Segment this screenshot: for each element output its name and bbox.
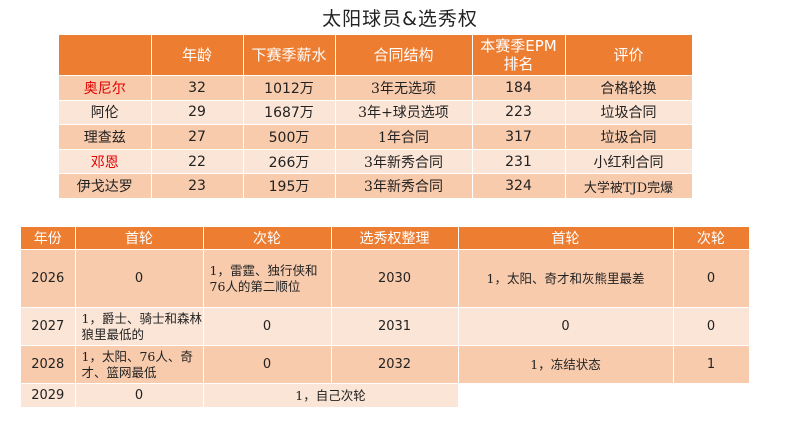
player-table: 年龄 下赛季薪水 合同结构 本赛季EPM排名 评价 奥尼尔 32 1012万 3… <box>59 35 693 198</box>
header-pick-summary: 选秀权整理 <box>331 227 459 250</box>
player-rating: 垃圾合同 <box>565 99 693 125</box>
player-salary: 195万 <box>243 173 336 198</box>
summary-year: 2032 <box>331 345 459 384</box>
player-table-header: 年龄 下赛季薪水 合同结构 本赛季EPM排名 评价 <box>59 35 693 76</box>
player-row: 伊戈达罗 23 195万 3年新秀合同 324 大学被TJD完爆 <box>59 173 693 198</box>
player-name: 理查兹 <box>59 124 152 150</box>
pick-first-round: 0 <box>75 249 204 308</box>
header-summary-first-round: 首轮 <box>458 227 674 250</box>
summary-second-round: 0 <box>673 249 750 308</box>
player-age: 27 <box>151 124 244 150</box>
pick-second-round: 1，自己次轮 <box>203 383 459 407</box>
summary-year: 2031 <box>331 307 459 346</box>
player-epm: 324 <box>472 173 566 198</box>
player-rating: 大学被TJD完爆 <box>565 173 693 198</box>
header-contract: 合同结构 <box>335 35 473 76</box>
player-age: 32 <box>151 75 244 101</box>
player-age: 23 <box>151 173 244 198</box>
pick-first-round: 1，太阳、76人、奇才、篮网最低 <box>75 345 204 384</box>
summary-first-round: 1，太阳、奇才和灰熊里最差 <box>458 249 674 308</box>
pick-second-round: 1，雷霆、独行侠和76人的第二顺位 <box>203 249 332 308</box>
player-name: 邓恩 <box>59 148 152 174</box>
player-salary: 500万 <box>243 124 336 150</box>
player-salary: 1687万 <box>243 99 336 125</box>
picks-row: 2026 0 1，雷霆、独行侠和76人的第二顺位 2030 1，太阳、奇才和灰熊… <box>21 249 750 308</box>
picks-row: 2027 1，爵士、骑士和森林狼里最低的 0 2031 0 0 <box>21 307 750 346</box>
player-name: 阿伦 <box>59 99 152 125</box>
player-name: 奥尼尔 <box>59 75 152 101</box>
player-rating: 合格轮换 <box>565 75 693 101</box>
pick-year: 2028 <box>21 345 76 384</box>
pick-second-round: 0 <box>203 307 332 346</box>
page-title: 太阳球员&选秀权 <box>322 8 478 30</box>
header-second-round: 次轮 <box>203 227 332 250</box>
header-year: 年份 <box>21 227 76 250</box>
header-epm: 本赛季EPM排名 <box>472 35 566 76</box>
player-name: 伊戈达罗 <box>59 173 152 198</box>
picks-row: 2028 1，太阳、76人、奇才、篮网最低 0 2032 1，冻结状态 1 <box>21 345 750 384</box>
player-contract: 1年合同 <box>335 124 473 150</box>
picks-table-header: 年份 首轮 次轮 选秀权整理 首轮 次轮 <box>21 227 750 250</box>
header-name <box>59 35 152 76</box>
pick-second-round: 0 <box>203 345 332 384</box>
player-epm: 231 <box>472 148 566 174</box>
header-summary-second-round: 次轮 <box>673 227 750 250</box>
player-salary: 266万 <box>243 148 336 174</box>
player-age: 29 <box>151 99 244 125</box>
summary-second-round: 0 <box>673 307 750 346</box>
summary-first-round: 0 <box>458 307 674 346</box>
player-contract: 3年新秀合同 <box>335 148 473 174</box>
player-epm: 317 <box>472 124 566 150</box>
player-rating: 垃圾合同 <box>565 124 693 150</box>
picks-row: 2029 0 1，自己次轮 <box>21 383 750 407</box>
summary-first-round: 1，冻结状态 <box>458 345 674 384</box>
player-age: 22 <box>151 148 244 174</box>
player-epm: 223 <box>472 99 566 125</box>
player-rating: 小红利合同 <box>565 148 693 174</box>
pick-first-round: 0 <box>75 383 204 407</box>
header-age: 年龄 <box>151 35 244 76</box>
player-row: 奥尼尔 32 1012万 3年无选项 184 合格轮换 <box>59 75 693 101</box>
pick-year: 2029 <box>21 383 76 407</box>
header-salary: 下赛季薪水 <box>243 35 336 76</box>
summary-year: 2030 <box>331 249 459 308</box>
header-first-round: 首轮 <box>75 227 204 250</box>
player-row: 阿伦 29 1687万 3年+球员选项 223 垃圾合同 <box>59 99 693 125</box>
pick-year: 2027 <box>21 307 76 346</box>
pick-first-round: 1，爵士、骑士和森林狼里最低的 <box>75 307 204 346</box>
player-contract: 3年新秀合同 <box>335 173 473 198</box>
empty-cell <box>673 383 750 407</box>
player-row: 邓恩 22 266万 3年新秀合同 231 小红利合同 <box>59 148 693 174</box>
pick-year: 2026 <box>21 249 76 308</box>
player-salary: 1012万 <box>243 75 336 101</box>
player-epm: 184 <box>472 75 566 101</box>
summary-second-round: 1 <box>673 345 750 384</box>
empty-cell <box>458 383 674 407</box>
player-row: 理查兹 27 500万 1年合同 317 垃圾合同 <box>59 124 693 150</box>
draft-picks-table: 年份 首轮 次轮 选秀权整理 首轮 次轮 2026 0 1，雷霆、独行侠和76人… <box>21 227 750 407</box>
player-contract: 3年+球员选项 <box>335 99 473 125</box>
player-contract: 3年无选项 <box>335 75 473 101</box>
header-rating: 评价 <box>565 35 693 76</box>
